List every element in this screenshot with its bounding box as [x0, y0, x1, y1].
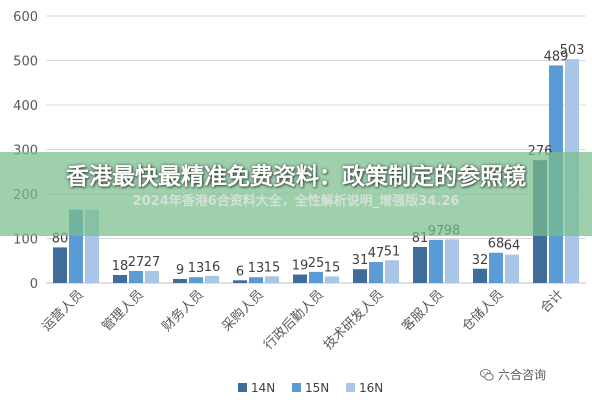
data-label: 19: [292, 259, 309, 274]
data-label: 503: [560, 43, 585, 58]
data-label: 68: [488, 237, 505, 252]
data-label: 64: [504, 239, 521, 254]
bar: [309, 271, 323, 283]
data-label: 13: [248, 261, 265, 276]
bar: [129, 270, 143, 283]
legend-swatch: [292, 383, 301, 392]
data-label: 47: [368, 246, 385, 261]
overlay-subtitle: 2024年香港6合资料大全，全性解析说明_增强版34.26: [132, 194, 460, 209]
bar: [189, 277, 203, 283]
data-label: 9: [176, 263, 184, 278]
category-label: 客服人员: [399, 287, 447, 335]
y-tick-label: 600: [13, 10, 38, 25]
data-label: 31: [352, 253, 369, 268]
category-label: 采购人员: [219, 287, 267, 335]
category-label: 技术研发人员: [320, 287, 386, 353]
overlay-title: 香港最快最精准免费资料：政策制定的参照镜: [66, 164, 526, 190]
bar: [205, 275, 219, 283]
data-label: 27: [144, 255, 161, 270]
data-label: 51: [384, 244, 401, 259]
y-tick-label: 0: [30, 277, 38, 292]
data-label: 15: [264, 260, 281, 275]
bar: [445, 239, 459, 283]
category-label: 合计: [538, 287, 567, 316]
data-label: 489: [544, 49, 569, 64]
bar: [113, 274, 127, 283]
bar: [369, 262, 383, 283]
bar: [489, 252, 503, 283]
bar: [429, 239, 443, 283]
watermark: 六合咨询: [480, 366, 546, 383]
legend: 14N 15N 16N: [238, 381, 383, 395]
data-label: 13: [188, 261, 205, 276]
y-axis-ticks: 0100200300400500600: [13, 10, 38, 292]
category-label: 仓储人员: [459, 287, 506, 334]
legend-swatch: [238, 383, 247, 392]
bar: [265, 276, 279, 283]
legend-label: 15N: [305, 381, 329, 395]
bar: [145, 270, 159, 283]
data-label: 32: [472, 253, 489, 268]
legend-label: 16N: [359, 381, 383, 395]
bar: [233, 280, 247, 283]
data-label: 27: [128, 255, 145, 270]
data-label: 16: [204, 260, 221, 275]
category-label: 管理人员: [99, 287, 146, 334]
data-label: 18: [112, 259, 129, 274]
data-label: 15: [324, 260, 341, 275]
data-label: 6: [236, 264, 244, 279]
bar: [505, 254, 519, 283]
wechat-icon: [480, 368, 494, 381]
bar: [293, 274, 307, 283]
bar: [413, 246, 427, 283]
legend-label: 14N: [251, 381, 275, 395]
y-tick-label: 400: [13, 99, 38, 114]
category-label: 行政后勤人员: [261, 287, 327, 353]
overlay-banner: [0, 152, 592, 236]
y-tick-label: 100: [13, 233, 38, 248]
legend-swatch: [346, 383, 355, 392]
bar: [53, 247, 67, 283]
watermark-text: 六合咨询: [498, 368, 547, 382]
bar: [325, 276, 339, 283]
y-tick-label: 500: [13, 55, 38, 70]
bar: [473, 268, 487, 283]
data-label: 25: [308, 256, 325, 271]
category-label: 财务人员: [159, 287, 207, 335]
bar: [249, 277, 263, 283]
bar: [173, 278, 187, 283]
category-label: 运营人员: [39, 287, 86, 334]
bar: [385, 260, 399, 283]
bar: [353, 269, 367, 283]
